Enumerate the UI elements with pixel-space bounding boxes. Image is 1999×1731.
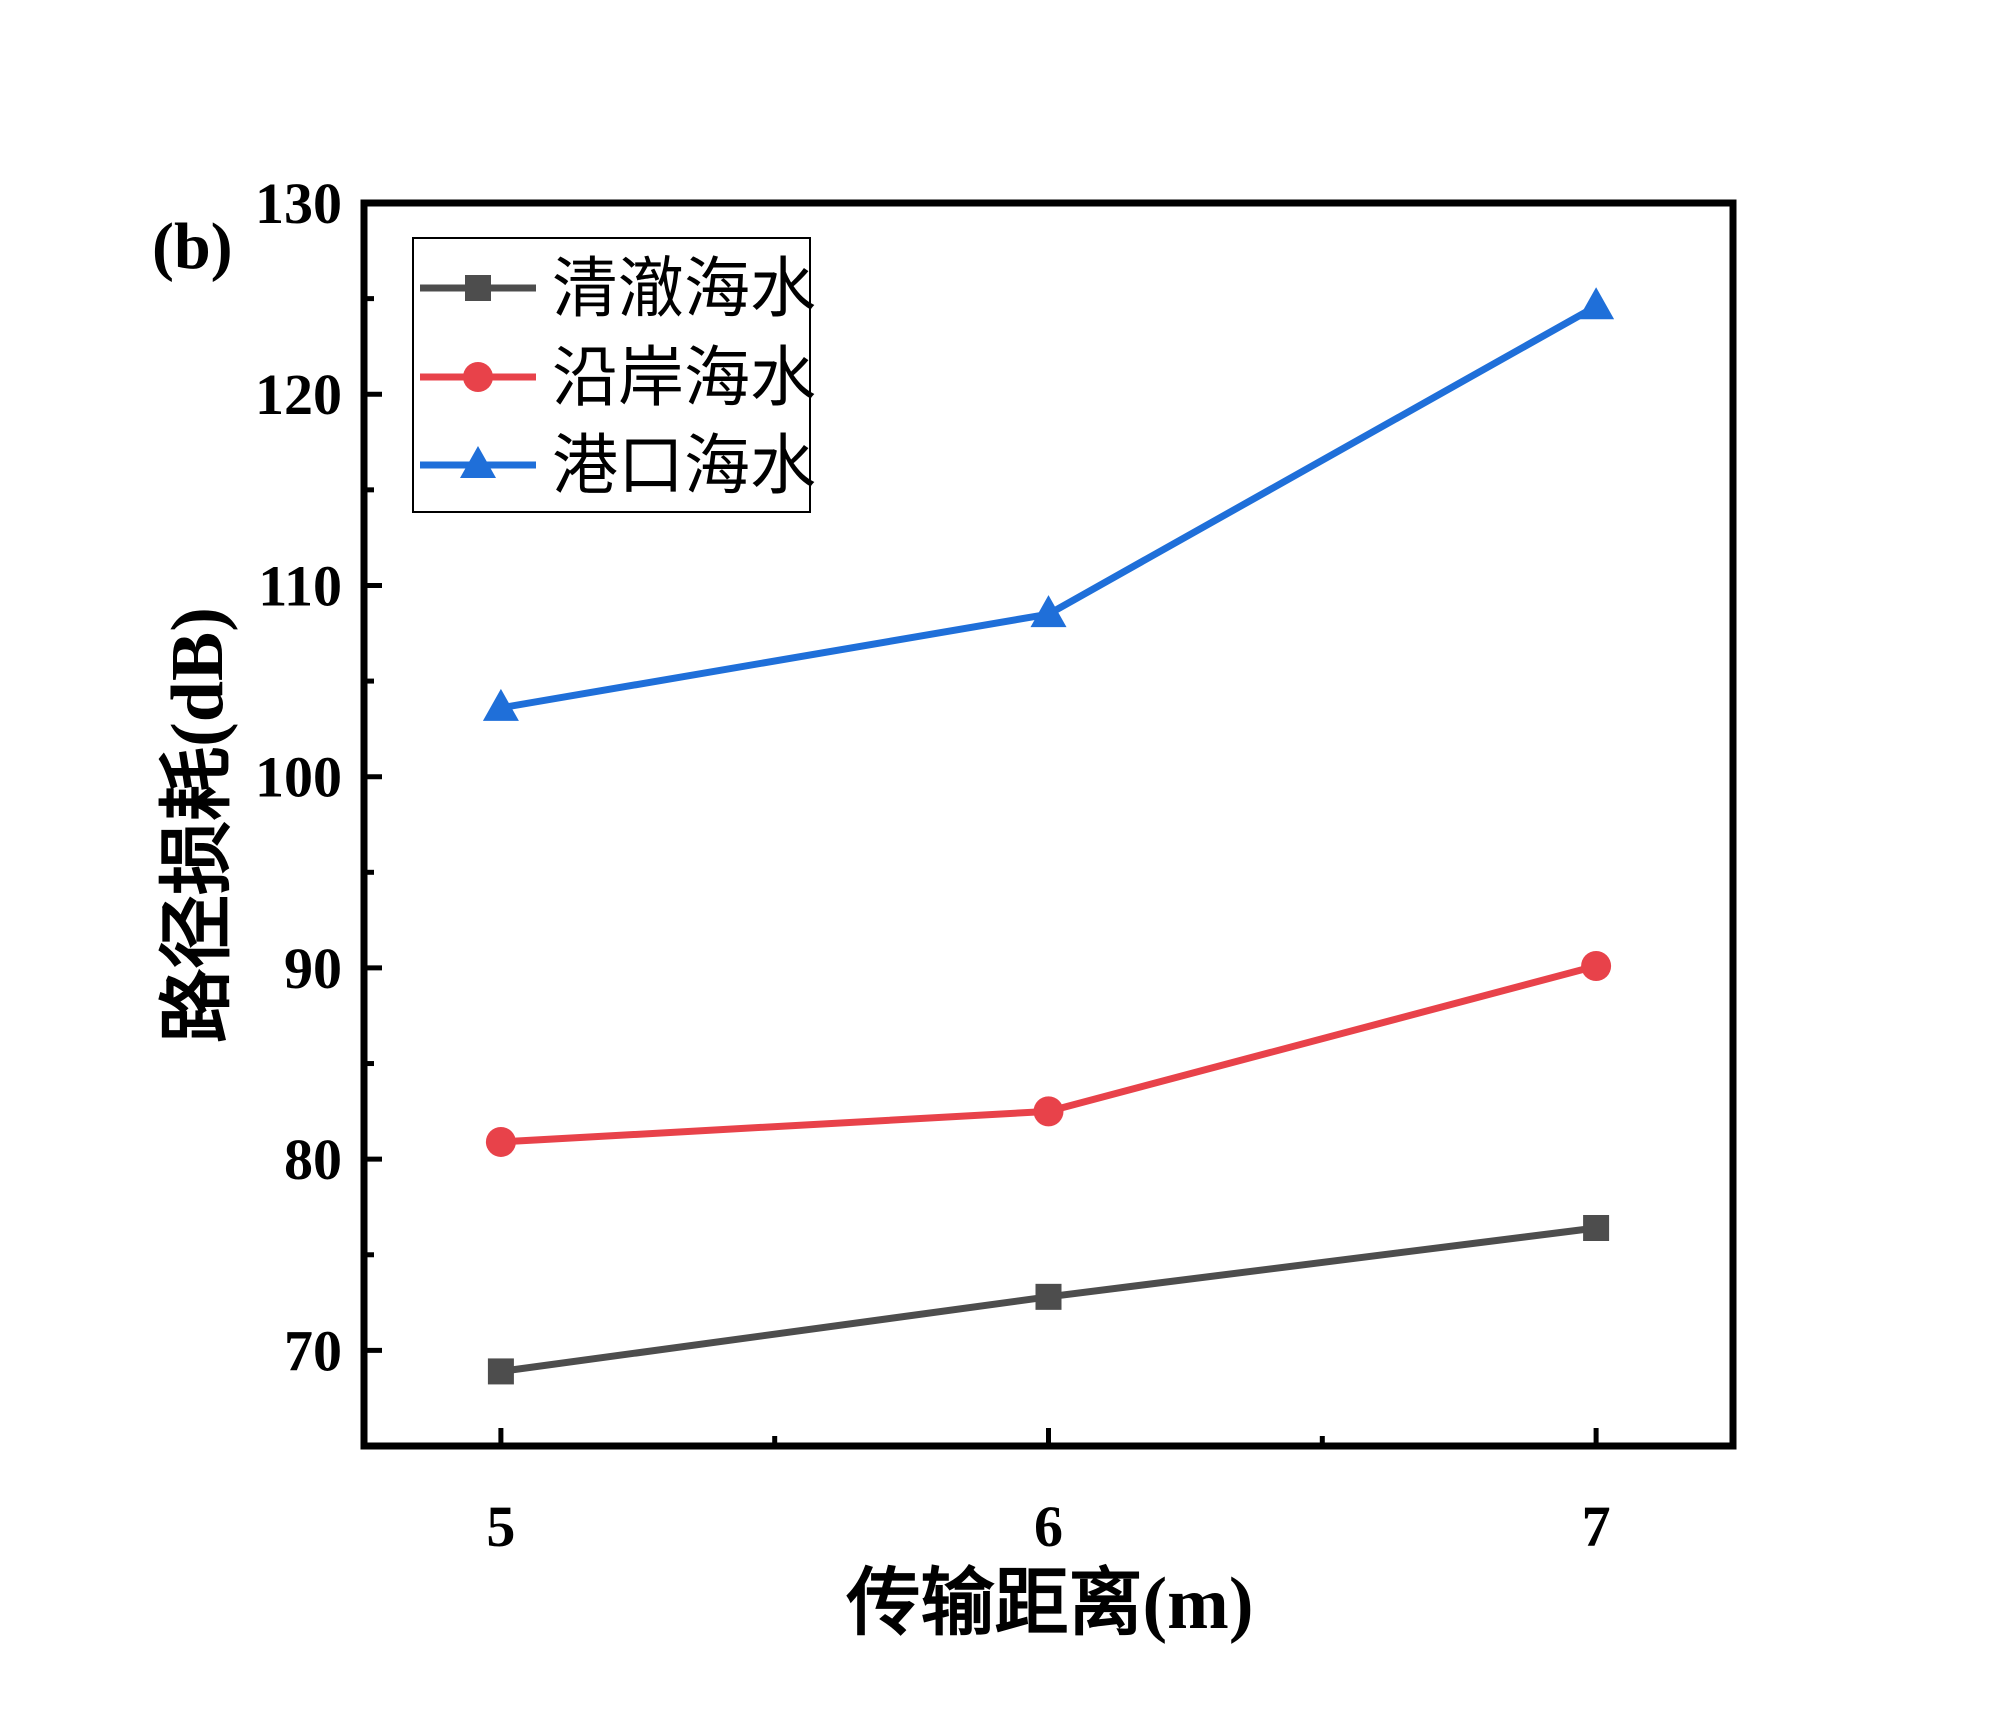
y-tick-label: 130 [255, 171, 342, 236]
x-tick-label: 6 [1034, 1494, 1063, 1559]
legend-marker [465, 275, 491, 301]
legend-marker [460, 446, 496, 478]
legend-label-harbor: 港口海水 [552, 430, 816, 503]
legend-marker-circle [463, 362, 493, 392]
x-tick-label: 7 [1582, 1494, 1611, 1559]
x-tick-label: 5 [486, 1494, 515, 1559]
legend-marker [463, 362, 493, 392]
data-point-harbor-5 [482, 688, 519, 721]
legend-label-coastal: 沿岸海水 [552, 342, 816, 415]
y-tick-label: 120 [255, 362, 342, 427]
data-point-coastal-7 [1581, 951, 1612, 982]
tick-labels-layer: 70 80 90 100 110 120 130 5 6 7 [255, 171, 1611, 1559]
panel-label: (b) [152, 210, 233, 283]
y-tick-label: 90 [284, 936, 342, 1001]
legend-marker-triangle [460, 446, 496, 478]
legend: 清澈海水 沿岸海水 港口海水 [412, 237, 816, 513]
data-point-harbor-6 [1030, 595, 1067, 628]
y-tick-label: 80 [284, 1127, 342, 1192]
y-tick-label: 110 [258, 553, 342, 618]
x-axis-title: 传输距离(m) [846, 1563, 1254, 1645]
legend-item-clear-seawater: 清澈海水 [420, 253, 816, 326]
data-point-coastal-6 [1033, 1096, 1064, 1127]
data-point-harbor-7 [1578, 287, 1615, 320]
legend-marker-square [465, 275, 491, 301]
series-markers-layer [482, 287, 1615, 1385]
y-tick-label: 70 [284, 1318, 342, 1383]
legend-label-clear: 清澈海水 [552, 253, 816, 326]
legend-item-coastal-seawater: 沿岸海水 [420, 342, 816, 415]
plot-frame [360, 199, 1737, 1450]
data-point-coastal-5 [485, 1126, 516, 1157]
data-point-clear-7 [1583, 1214, 1610, 1241]
data-point-clear-5 [487, 1358, 514, 1385]
legend-item-harbor-seawater: 港口海水 [420, 430, 816, 503]
y-tick-label: 100 [255, 745, 342, 810]
y-axis-title: 路径损耗(dB) [157, 607, 239, 1043]
data-point-clear-6 [1035, 1283, 1062, 1310]
